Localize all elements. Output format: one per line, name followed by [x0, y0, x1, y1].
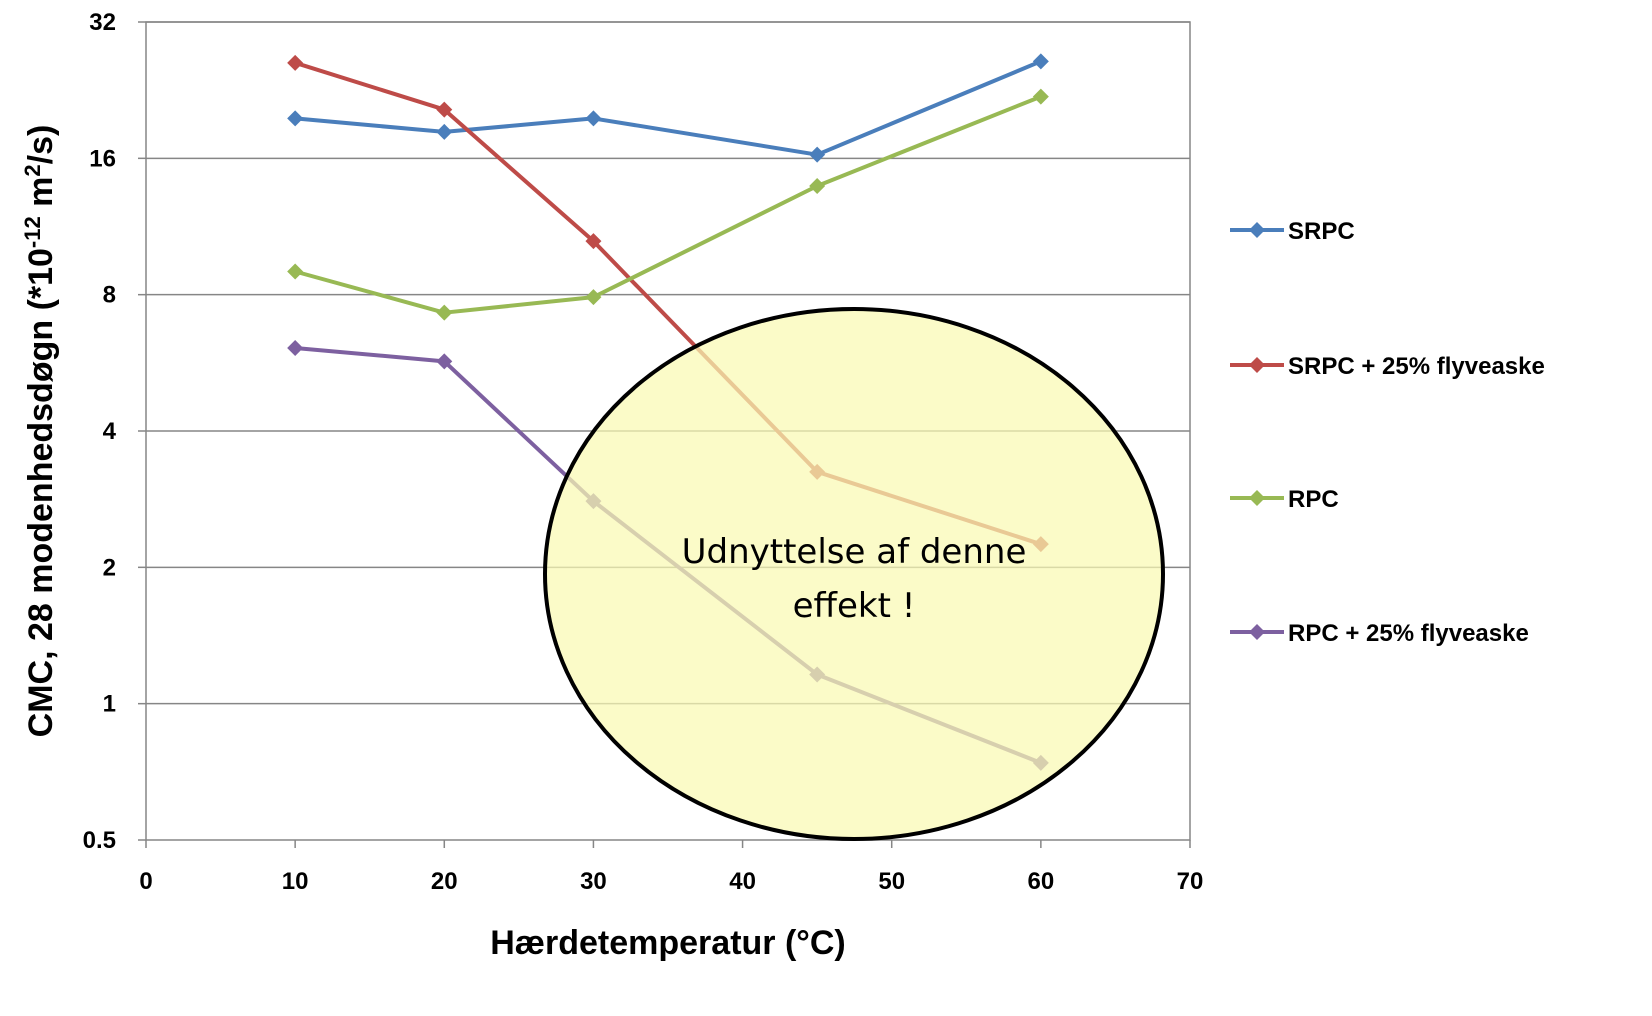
annotation: Udnyttelse af denne effekt ! [543, 307, 1165, 841]
y-tick-label: 32 [89, 9, 116, 36]
x-tick-label: 40 [729, 868, 756, 895]
legend-marker [1249, 357, 1265, 373]
y-axis-title-exponent: -12 [20, 216, 45, 248]
plot-area-border [145, 21, 1191, 841]
axes [138, 21, 1191, 848]
y-axis-title-unit: m [22, 177, 60, 217]
legend-marker [1249, 222, 1265, 238]
data-point-marker [585, 110, 602, 127]
x-tick-label: 20 [431, 868, 458, 895]
data-point-marker [287, 54, 304, 71]
data-point-marker [1032, 53, 1049, 70]
y-axis-title-unit-exponent: 2 [20, 164, 45, 176]
data-point-marker [436, 101, 453, 118]
annotation-line-2: effekt ! [793, 586, 916, 626]
y-axis-title-prefix: CMC, 28 modenhedsdøgn (*10 [22, 248, 60, 737]
x-tick-label: 70 [1177, 868, 1204, 895]
data-point-marker [287, 110, 304, 127]
y-axis-title: CMC, 28 modenhedsdøgn (*10-12 m2/s) [20, 125, 60, 738]
data-point-marker [1032, 88, 1049, 105]
x-tick-label: 30 [580, 868, 607, 895]
y-tick-label: 1 [103, 691, 116, 718]
y-tick-label: 16 [89, 145, 116, 172]
legend-marker [1249, 490, 1265, 506]
data-point-marker [436, 353, 453, 370]
y-tick-label: 2 [103, 554, 116, 581]
data-point-marker [436, 123, 453, 140]
x-tick-label: 10 [282, 868, 309, 895]
x-axis-title: Hærdetemperatur (°C) [490, 924, 846, 962]
legend-marker [1249, 624, 1265, 640]
x-tick-label: 0 [139, 868, 152, 895]
data-point-marker [287, 339, 304, 356]
y-tick-label: 8 [103, 282, 116, 309]
annotation-line-1: Udnyttelse af denne [682, 532, 1027, 572]
x-tick-label: 50 [878, 868, 905, 895]
tick-labels: 0.5 1 2 4 8 16 32 0 10 20 30 40 50 60 70 [83, 9, 1204, 895]
legend-label: RPC [1288, 486, 1339, 513]
data-point-marker [436, 304, 453, 321]
legend-label: RPC + 25% flyveaske [1288, 620, 1529, 647]
y-tick-label: 4 [103, 418, 117, 445]
legend-label: SRPC + 25% flyveaske [1288, 353, 1545, 380]
data-point-marker [585, 289, 602, 306]
y-axis-title-suffix: /s) [22, 125, 60, 165]
legend-label: SRPC [1288, 218, 1355, 245]
data-point-marker [809, 146, 826, 163]
data-point-marker [809, 178, 826, 195]
data-point-marker [287, 263, 304, 280]
x-tick-label: 60 [1028, 868, 1055, 895]
legend: SRPC SRPC + 25% flyveaske RPC RPC + 25% fly… [1230, 218, 1545, 647]
y-tick-label: 0.5 [83, 827, 116, 854]
data-point-marker [585, 233, 602, 250]
highlight-ellipse [543, 307, 1165, 841]
